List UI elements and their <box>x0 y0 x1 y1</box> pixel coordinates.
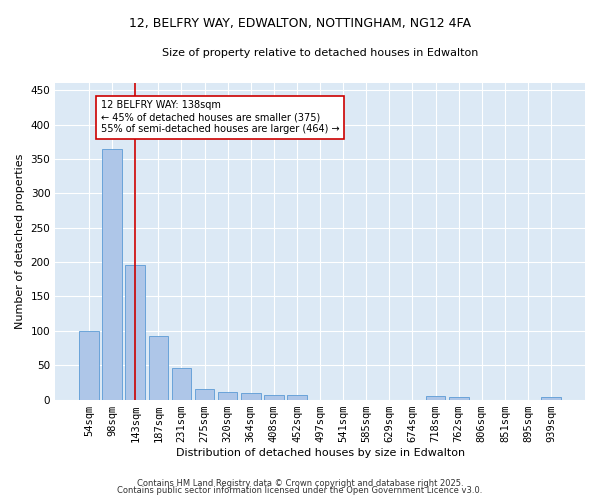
Title: Size of property relative to detached houses in Edwalton: Size of property relative to detached ho… <box>162 48 478 58</box>
Bar <box>195 390 214 400</box>
Bar <box>449 397 469 400</box>
Bar <box>264 395 284 400</box>
Bar <box>287 396 307 400</box>
Bar <box>125 266 145 400</box>
Y-axis label: Number of detached properties: Number of detached properties <box>15 154 25 329</box>
Bar <box>218 392 238 400</box>
Text: Contains public sector information licensed under the Open Government Licence v3: Contains public sector information licen… <box>118 486 482 495</box>
Bar <box>79 331 99 400</box>
Bar <box>241 392 260 400</box>
Text: 12 BELFRY WAY: 138sqm
← 45% of detached houses are smaller (375)
55% of semi-det: 12 BELFRY WAY: 138sqm ← 45% of detached … <box>101 100 339 134</box>
Bar <box>103 148 122 400</box>
Bar <box>426 396 445 400</box>
Bar <box>172 368 191 400</box>
Text: 12, BELFRY WAY, EDWALTON, NOTTINGHAM, NG12 4FA: 12, BELFRY WAY, EDWALTON, NOTTINGHAM, NG… <box>129 18 471 30</box>
Bar <box>541 397 561 400</box>
X-axis label: Distribution of detached houses by size in Edwalton: Distribution of detached houses by size … <box>176 448 464 458</box>
Text: Contains HM Land Registry data © Crown copyright and database right 2025.: Contains HM Land Registry data © Crown c… <box>137 478 463 488</box>
Bar <box>149 336 168 400</box>
